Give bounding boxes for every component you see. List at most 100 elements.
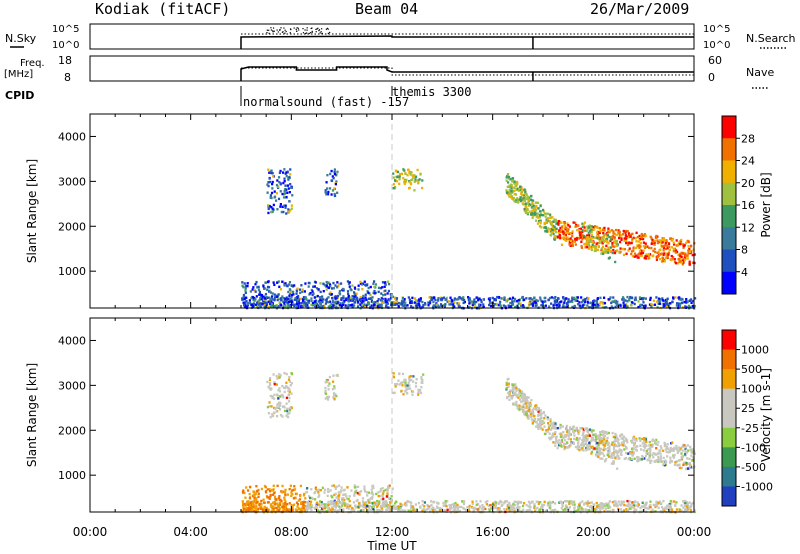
data-cell: [510, 507, 513, 510]
data-cell: [288, 190, 291, 194]
data-cell: [380, 292, 383, 295]
data-cell: [515, 395, 518, 398]
data-cell: [662, 507, 665, 510]
data-cell: [639, 444, 642, 447]
data-cell: [611, 243, 614, 246]
data-cell: [569, 239, 573, 243]
data-cell: [595, 242, 598, 245]
data-cell: [327, 501, 330, 505]
data-cell: [596, 234, 599, 238]
data-cell: [590, 237, 593, 240]
data-cell: [592, 225, 595, 229]
data-cell: [643, 457, 646, 460]
data-cell: [419, 173, 422, 176]
data-cell: [628, 500, 631, 503]
data-cell: [607, 455, 610, 458]
data-cell: [537, 502, 540, 506]
data-cell: [654, 505, 657, 509]
data-cell: [583, 502, 586, 506]
data-cell: [641, 501, 644, 505]
data-cell: [581, 442, 584, 446]
data-cell: [265, 304, 268, 307]
data-cell: [541, 505, 544, 509]
data-cell: [283, 371, 286, 375]
data-cell: [444, 298, 447, 302]
data-cell: [534, 304, 537, 308]
data-cell: [364, 305, 367, 309]
data-cell: [550, 437, 553, 440]
data-cell: [276, 393, 279, 396]
data-cell: [571, 244, 575, 247]
data-cell: [317, 495, 320, 499]
data-cell: [381, 493, 384, 497]
data-cell: [568, 502, 571, 506]
data-cell: [397, 505, 400, 508]
data-cell: [613, 245, 616, 248]
data-cell: [644, 444, 647, 447]
data-cell: [564, 227, 567, 231]
data-cell: [636, 256, 639, 259]
data-cell: [554, 423, 557, 427]
data-cell: [430, 503, 433, 507]
data-cell: [482, 298, 485, 301]
data-cell: [684, 448, 687, 451]
data-cell: [489, 304, 493, 308]
data-cell: [502, 304, 505, 307]
data-cell: [356, 301, 360, 305]
data-cell: [650, 237, 653, 240]
data-cell: [603, 247, 606, 251]
data-cell: [530, 302, 533, 306]
data-cell: [563, 447, 566, 451]
data-cell: [590, 226, 593, 230]
data-cell: [276, 508, 279, 512]
data-cell: [552, 296, 556, 300]
nsky-point: [308, 32, 310, 35]
data-cell: [635, 508, 638, 511]
data-cell: [518, 404, 521, 407]
data-cell: [693, 304, 696, 308]
data-cell: [691, 456, 694, 459]
data-cell: [282, 280, 285, 284]
data-cell: [533, 206, 537, 210]
data-cell: [693, 509, 696, 512]
data-cell: [529, 413, 532, 416]
data-cell: [612, 460, 615, 464]
data-cell: [270, 305, 274, 309]
data-cell: [671, 296, 675, 299]
data-cell: [581, 229, 584, 232]
data-cell: [644, 304, 647, 307]
data-cell: [611, 300, 614, 303]
data-cell: [418, 299, 421, 303]
data-cell: [559, 423, 562, 427]
data-cell: [642, 237, 645, 241]
data-cell: [261, 508, 264, 512]
data-cell: [616, 467, 619, 470]
data-cell: [527, 406, 531, 410]
data-cell: [637, 300, 640, 303]
data-cell: [408, 387, 412, 390]
data-cell: [522, 403, 525, 406]
data-cell: [418, 178, 421, 181]
data-cell: [533, 299, 536, 302]
data-cell: [295, 300, 299, 304]
data-cell: [685, 505, 689, 508]
nsky-point: [290, 28, 292, 31]
data-cell: [633, 457, 636, 460]
data-cell: [600, 441, 603, 445]
data-cell: [439, 507, 443, 511]
data-cell: [518, 198, 521, 201]
data-cell: [560, 440, 563, 443]
data-cell: [541, 503, 544, 507]
data-cell: [449, 505, 452, 508]
data-cell: [478, 505, 482, 508]
data-cell: [322, 305, 325, 308]
data-cell: [460, 505, 463, 509]
data-cell: [338, 291, 341, 295]
data-cell: [282, 210, 285, 214]
data-cell: [657, 451, 660, 455]
data-cell: [645, 444, 648, 447]
data-cell: [382, 290, 386, 293]
nsky-point: [282, 31, 284, 33]
data-cell: [555, 300, 558, 304]
